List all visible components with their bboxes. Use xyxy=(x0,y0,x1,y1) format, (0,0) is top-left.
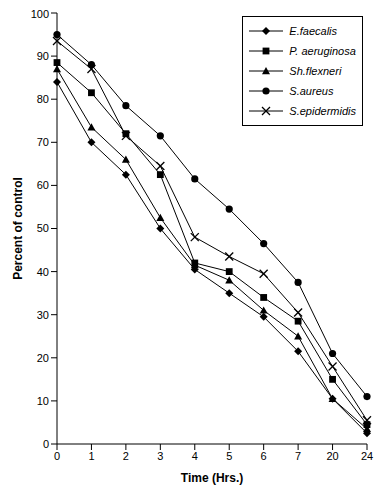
svg-text:Time (Hrs.): Time (Hrs.) xyxy=(181,471,243,485)
svg-text:24: 24 xyxy=(361,450,373,462)
svg-text:90: 90 xyxy=(37,50,49,62)
html-text:Sh.flexneri: Sh.flexneri xyxy=(289,65,342,77)
svg-text:30: 30 xyxy=(37,309,49,321)
svg-text:40: 40 xyxy=(37,266,49,278)
svg-text:6: 6 xyxy=(261,450,267,462)
svg-text:5: 5 xyxy=(226,450,232,462)
svg-text:0: 0 xyxy=(54,450,60,462)
svg-text:1: 1 xyxy=(88,450,94,462)
svg-text:10: 10 xyxy=(37,395,49,407)
html-text:S.aureus: S.aureus xyxy=(289,85,334,97)
html-text:S.epidermidis: S.epidermidis xyxy=(289,105,356,117)
svg-text:Percent of control: Percent of control xyxy=(11,177,25,280)
svg-text:7: 7 xyxy=(295,450,301,462)
html-text:E.faecalis: E.faecalis xyxy=(289,25,338,37)
svg-text:3: 3 xyxy=(157,450,163,462)
svg-text:50: 50 xyxy=(37,222,49,234)
svg-text:0: 0 xyxy=(43,438,49,450)
svg-text:20: 20 xyxy=(37,352,49,364)
svg-text:20: 20 xyxy=(326,450,338,462)
svg-text:4: 4 xyxy=(192,450,198,462)
svg-text:100: 100 xyxy=(31,8,49,20)
svg-text:2: 2 xyxy=(123,450,129,462)
html-text:P. aeruginosa: P. aeruginosa xyxy=(289,45,356,57)
svg-text:60: 60 xyxy=(37,179,49,191)
svg-text:70: 70 xyxy=(37,136,49,148)
svg-text:80: 80 xyxy=(37,93,49,105)
